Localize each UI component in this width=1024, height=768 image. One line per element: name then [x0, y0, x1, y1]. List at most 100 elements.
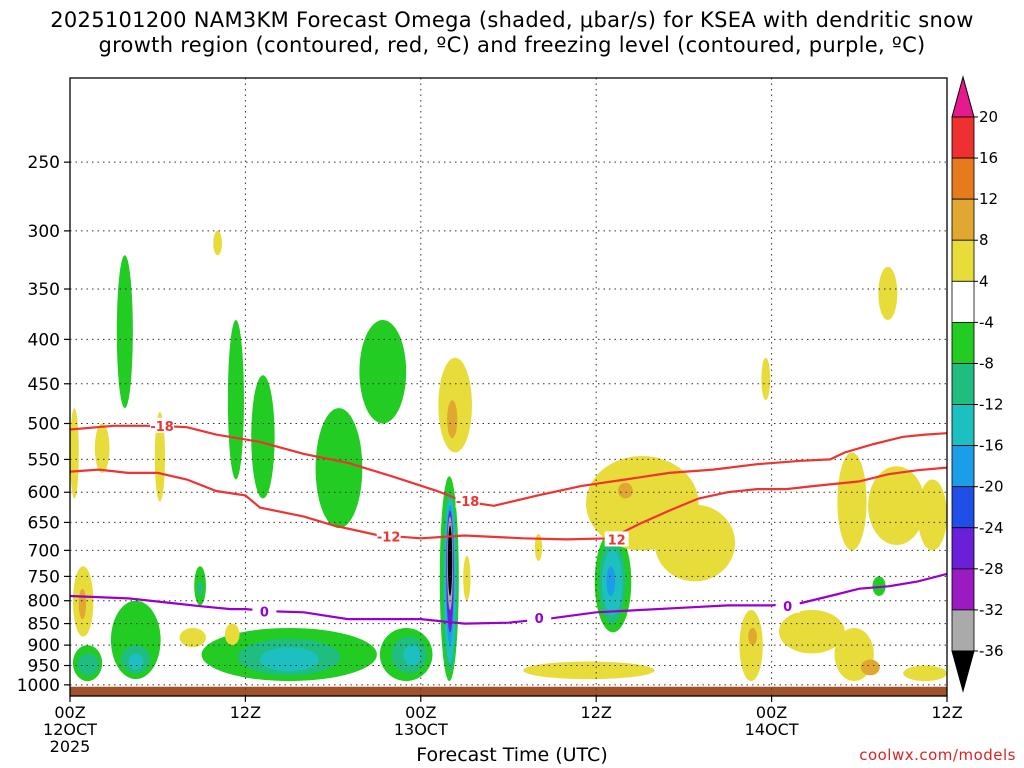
- colorbar-bin: [951, 116, 975, 159]
- y-tick-label: 650: [28, 513, 60, 533]
- y-tick-label: 550: [28, 450, 60, 470]
- terrain-ground: [70, 686, 947, 696]
- colorbar-top-arrow: [951, 75, 975, 118]
- contour-label-bg: [150, 417, 175, 433]
- colorbar-bin: [951, 527, 975, 570]
- plot-frame: [69, 77, 948, 697]
- y-tick-label: 700: [28, 541, 60, 561]
- omega-blob-30: [70, 408, 79, 499]
- omega-blob-39: [447, 400, 458, 439]
- contour-label: 0: [783, 600, 792, 615]
- colorbar-label: -4: [979, 313, 994, 331]
- omega-blob-53: [878, 266, 898, 321]
- omega-blob-42: [523, 661, 655, 680]
- contour-label: 0: [260, 605, 269, 620]
- omega-blob-47: [748, 627, 757, 646]
- omega-blob-35: [213, 230, 223, 256]
- colorbar-label: 12: [979, 190, 998, 208]
- contour-label: -18: [456, 495, 480, 510]
- colorbar-bin: [951, 321, 975, 364]
- omega-blob-44: [618, 482, 633, 499]
- colorbar-label: -36: [979, 642, 1004, 660]
- y-tick-label: 1000: [17, 676, 60, 696]
- y-tick-label: 450: [28, 375, 60, 395]
- y-tick-label: 300: [28, 222, 60, 242]
- x-tick-label: 13OCT: [394, 720, 448, 739]
- y-tick-label: 500: [28, 414, 60, 434]
- contour-label-bg: [376, 528, 401, 544]
- colorbar-label: -20: [979, 478, 1004, 496]
- omega-blob-4: [359, 320, 407, 424]
- y-tick-label: 950: [28, 657, 60, 677]
- colorbar-bottom-arrow: [951, 650, 975, 693]
- colorbar-label: -28: [979, 560, 1004, 578]
- colorbar-bin: [951, 157, 975, 200]
- omega-colorbar: 20 16 12 8 4 -4 -8 -12 -16 -20 -24 -28 -32 -36: [951, 75, 1004, 693]
- contour-label: 12: [608, 533, 626, 548]
- chart-title-line2: growth region (contoured, red, ºC) and f…: [98, 33, 926, 57]
- colorbar-label: -24: [979, 519, 1004, 537]
- omega-blob-28: [606, 566, 616, 596]
- contour-label: 0: [535, 612, 544, 627]
- colorbar-label: -12: [979, 396, 1004, 414]
- contour-label-bg: [252, 603, 277, 619]
- chart-title-line1: 2025101200 NAM3KM Forecast Omega (shaded…: [50, 8, 974, 32]
- omega-blob-52: [860, 659, 880, 676]
- x-tick-label: 12Z: [230, 703, 261, 722]
- omega-blob-41: [534, 533, 543, 561]
- colorbar-label: 16: [979, 149, 998, 167]
- colorbar-label: 20: [979, 108, 998, 126]
- omega-blob-45: [654, 504, 736, 582]
- x-axis-title: Forecast Time (UTC): [416, 744, 608, 766]
- x-tick-label: 12OCT: [43, 720, 97, 739]
- omega-blob-14: [260, 647, 319, 672]
- colorbar-label: -32: [979, 601, 1004, 619]
- omega-blob-24: [447, 525, 453, 596]
- omega-blob-0: [116, 255, 133, 409]
- omega-blob-6: [77, 653, 100, 676]
- contour-label: -18: [150, 420, 174, 435]
- contour-label-bg: [455, 492, 480, 508]
- omega-blob-1: [227, 320, 244, 480]
- x-tick-label: 14OCT: [745, 720, 799, 739]
- y-tick-label: 800: [28, 592, 60, 612]
- omega-blob-11: [197, 581, 204, 596]
- omega-blob-49: [778, 610, 845, 654]
- colorbar-bin: [951, 486, 975, 529]
- x-tick-label: 00Z: [405, 703, 436, 722]
- y-tick-label: 750: [28, 567, 60, 587]
- omega-blob-36: [179, 627, 206, 648]
- y-tick-label: 350: [28, 280, 60, 300]
- omega-blob-54: [868, 466, 926, 545]
- credit-link[interactable]: coolwx.com/models: [859, 746, 1016, 764]
- contour-line: [70, 572, 947, 625]
- omega-blob-2: [251, 375, 275, 499]
- omega-blob-17: [403, 645, 421, 666]
- omega-blob-48: [761, 357, 771, 401]
- contour-label-bg: [604, 531, 629, 547]
- omega-blob-56: [903, 665, 947, 682]
- y-tick-label: 850: [28, 615, 60, 635]
- colorbar-label: -8: [979, 354, 994, 372]
- omega-blob-9: [128, 653, 144, 670]
- omega-blob-33: [94, 423, 110, 473]
- colorbar-bin: [951, 445, 975, 488]
- x-tick-label: 00Z: [54, 703, 85, 722]
- colorbar-bin: [951, 239, 975, 282]
- omega-blob-50: [837, 452, 867, 551]
- omega-blob-40: [463, 555, 471, 601]
- x-tick-label: 12Z: [931, 703, 962, 722]
- contour-label-bg: [527, 610, 552, 626]
- x-tick-label: 12Z: [581, 703, 612, 722]
- contour-label: -12: [377, 531, 401, 546]
- colorbar-bin: [951, 404, 975, 447]
- y-tick-label: 250: [28, 153, 60, 173]
- y-tick-label: 400: [28, 330, 60, 350]
- colorbar-bin: [951, 280, 975, 323]
- colorbar-bin: [951, 568, 975, 611]
- x-tick-label: 2025: [50, 737, 91, 756]
- omega-blob-32: [78, 588, 87, 620]
- x-tick-label: 00Z: [756, 703, 787, 722]
